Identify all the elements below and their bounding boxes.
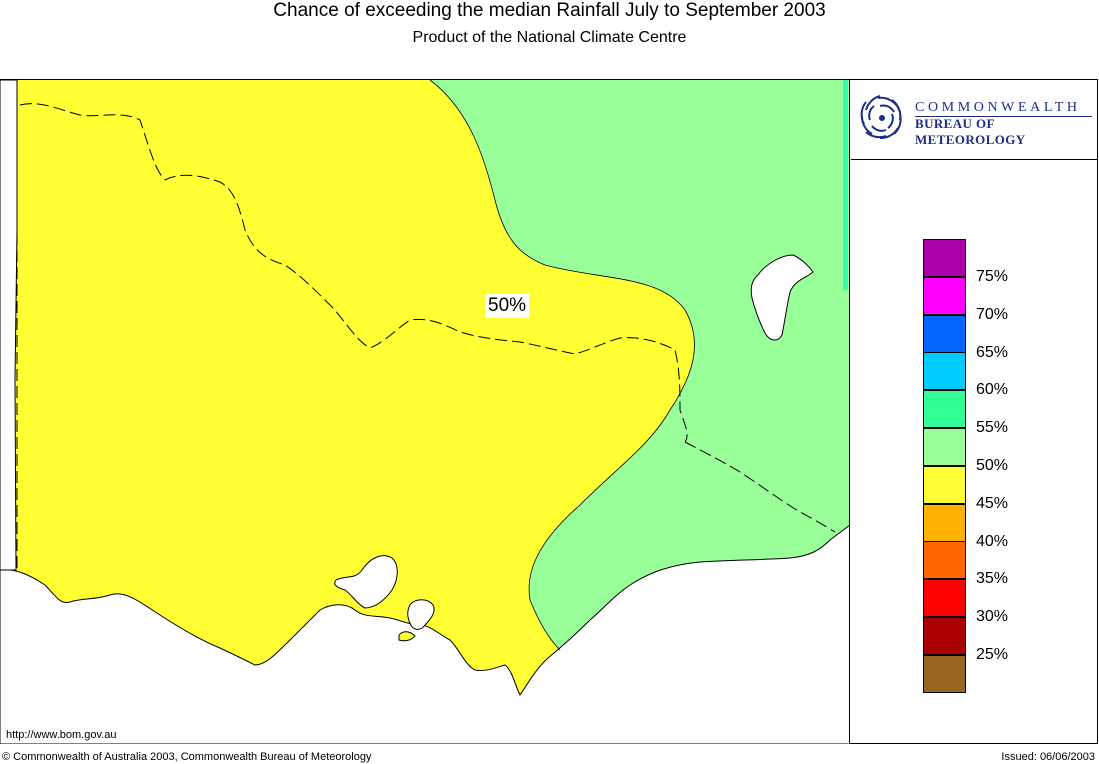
map-title: Chance of exceeding the median Rainfall … <box>273 0 826 21</box>
coastal-lake <box>334 555 398 609</box>
contour-50-line <box>429 80 695 651</box>
western-coast <box>0 80 18 571</box>
legend-swatch <box>923 314 966 353</box>
copyright-text: © Commonwealth of Australia 2003, Common… <box>2 751 372 763</box>
website-url[interactable]: http://www.bom.gov.au <box>6 729 117 741</box>
legend-label: 40% <box>976 532 1009 550</box>
contour-label: 50% <box>485 294 530 318</box>
legend-label: 75% <box>976 268 1009 285</box>
inland-lake <box>750 254 814 341</box>
legend-swatch <box>923 390 966 429</box>
legend-label: 55% <box>976 419 1009 437</box>
legend-swatch <box>923 503 966 542</box>
side-panel: COMMONWEALTH BUREAU OF METEOROLOGY 75% 70… <box>851 80 1098 744</box>
map-panel: 50% <box>0 80 850 744</box>
legend-swatch <box>923 428 966 466</box>
legend-swatch <box>923 465 966 504</box>
legend-label: 60% <box>976 381 1009 399</box>
small-island <box>398 631 416 642</box>
legend-label: 30% <box>976 608 1009 626</box>
map-subtitle: Product of the National Climate Centre <box>412 29 687 46</box>
rainfall-map <box>0 80 849 744</box>
legend-swatch <box>923 654 966 693</box>
bom-spiral-logo-icon <box>860 95 902 140</box>
logo-rule <box>915 116 1092 117</box>
yellow-region <box>0 80 695 744</box>
legend-swatch <box>923 617 966 655</box>
legend-label: 45% <box>976 494 1009 512</box>
legend-label: 35% <box>976 570 1009 588</box>
state-border-north <box>19 103 688 443</box>
bay-shape <box>407 599 435 630</box>
legend-swatch <box>923 276 966 315</box>
legend-swatch <box>923 352 966 391</box>
logo-line2: BUREAU OF METEOROLOGY <box>915 116 1026 147</box>
legend-swatch <box>923 579 966 618</box>
logo-line1: COMMONWEALTH <box>915 100 1081 115</box>
legend-swatch <box>923 239 966 277</box>
legend-label: 65% <box>976 343 1009 361</box>
legend-swatch <box>923 541 966 580</box>
state-border-east <box>684 441 836 533</box>
legend-label: 50% <box>976 457 1009 474</box>
legend-label: 25% <box>976 646 1009 663</box>
teal-strip <box>843 80 848 290</box>
bom-logo: COMMONWEALTH BUREAU OF METEOROLOGY <box>851 80 1097 160</box>
issued-date: Issued: 06/06/2003 <box>1001 751 1095 763</box>
legend-label: 70% <box>976 305 1009 323</box>
